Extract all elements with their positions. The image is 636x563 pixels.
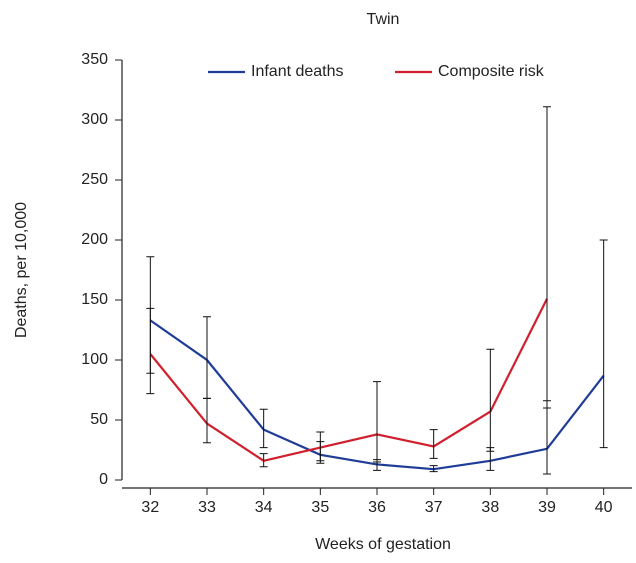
chart-title: Twin: [367, 11, 400, 28]
legend-label: Infant deaths: [251, 63, 344, 80]
x-tick-label: 35: [311, 499, 329, 516]
error-bar: [259, 453, 268, 468]
y-axis-label: Deaths, per 10,000: [13, 202, 30, 338]
x-tick-label: 38: [481, 499, 499, 516]
legend-label: Composite risk: [438, 63, 545, 80]
x-tick-label: 36: [368, 499, 386, 516]
y-tick-label: 350: [81, 51, 108, 68]
x-tick-label: 33: [198, 499, 216, 516]
y-tick-label: 250: [81, 171, 108, 188]
error-bar: [429, 465, 438, 473]
x-tick-label: 34: [255, 499, 273, 516]
error-bar: [429, 429, 438, 459]
error-bar: [373, 381, 381, 463]
x-tick-label: 32: [141, 499, 159, 516]
error-bar: [316, 431, 325, 462]
x-tick-label: 40: [595, 499, 613, 516]
y-tick-label: 200: [81, 231, 108, 248]
error-bar: [203, 397, 211, 444]
y-tick-label: 50: [90, 411, 108, 428]
error-bar: [599, 239, 608, 449]
x-tick-label: 39: [538, 499, 556, 516]
y-tick-label: 0: [99, 471, 108, 488]
error-bar: [543, 400, 551, 475]
error-bar: [486, 348, 495, 452]
error-bar: [259, 408, 268, 449]
x-tick-label: 37: [425, 499, 443, 516]
series-line: [149, 298, 548, 462]
y-tick-label: 150: [81, 291, 108, 308]
y-tick-label: 100: [81, 351, 108, 368]
x-axis-label: Weeks of gestation: [315, 536, 451, 553]
y-tick-label: 300: [81, 111, 108, 128]
error-bar: [543, 106, 551, 409]
error-bar: [146, 307, 155, 395]
